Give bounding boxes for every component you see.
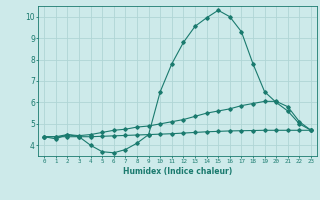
X-axis label: Humidex (Indice chaleur): Humidex (Indice chaleur)	[123, 167, 232, 176]
